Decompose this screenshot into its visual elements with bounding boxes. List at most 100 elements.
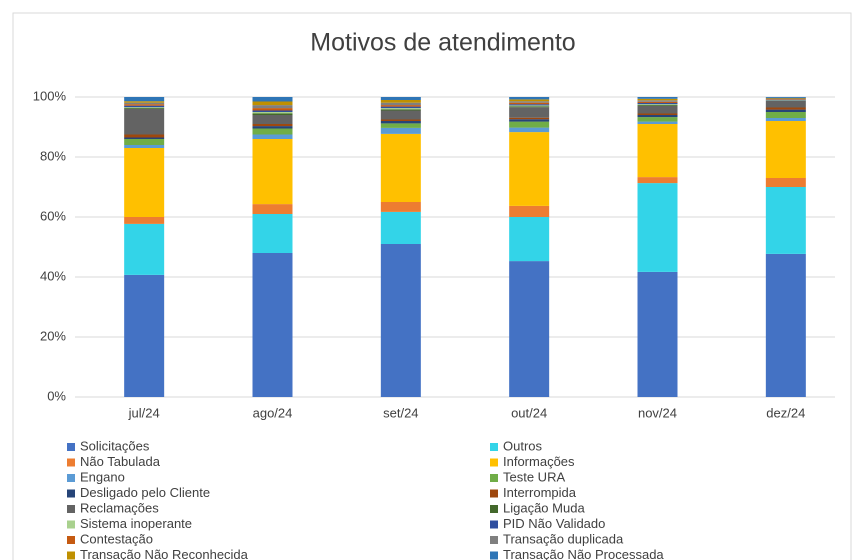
bar-segment bbox=[637, 104, 678, 106]
y-tick-label: 0% bbox=[47, 388, 66, 403]
bar-segment bbox=[124, 139, 165, 145]
bar-segment bbox=[765, 99, 806, 100]
legend-swatch bbox=[490, 474, 498, 482]
legend-swatch bbox=[67, 443, 75, 451]
bar-segment bbox=[252, 214, 293, 253]
bar-segment bbox=[124, 109, 165, 135]
bar-segment bbox=[252, 97, 293, 102]
bar-segment bbox=[765, 187, 806, 254]
bar-segment bbox=[380, 202, 421, 212]
bar-segment bbox=[637, 101, 678, 103]
y-tick-label: 20% bbox=[40, 328, 66, 343]
bar-segment bbox=[765, 121, 806, 178]
legend-swatch bbox=[490, 443, 498, 451]
bar-segment bbox=[124, 134, 165, 138]
bar-segment bbox=[637, 115, 678, 118]
x-tick-label: out/24 bbox=[511, 405, 547, 420]
bar-segment bbox=[637, 103, 678, 105]
x-tick-label: set/24 bbox=[383, 405, 418, 420]
bar-segment bbox=[252, 115, 293, 124]
bar-segment bbox=[637, 105, 678, 106]
bar-segment bbox=[252, 253, 293, 397]
x-tick-label: jul/24 bbox=[128, 405, 160, 420]
legend-swatch bbox=[67, 458, 75, 467]
legend-swatch bbox=[490, 458, 498, 467]
bar-segment bbox=[380, 133, 421, 202]
y-tick-label: 80% bbox=[40, 148, 66, 163]
bar-segment bbox=[252, 126, 293, 129]
bar-segment bbox=[637, 106, 678, 114]
bar-segment bbox=[637, 98, 678, 101]
bar-segment bbox=[765, 99, 806, 101]
bar-segment bbox=[509, 99, 550, 102]
legend-label: Transação Não Reconhecida bbox=[80, 547, 249, 560]
bar-segment bbox=[252, 139, 293, 205]
y-tick-label: 40% bbox=[40, 268, 66, 283]
legend-swatch bbox=[490, 489, 498, 498]
bar-segment bbox=[124, 97, 165, 102]
bar-segment bbox=[124, 105, 165, 108]
legend-swatch bbox=[67, 474, 75, 482]
bar-segment bbox=[509, 104, 550, 106]
bar-segment bbox=[380, 123, 421, 128]
x-tick-label: dez/24 bbox=[766, 405, 805, 420]
bar-segment bbox=[509, 107, 550, 118]
bar-segment bbox=[509, 97, 550, 100]
x-tick-label: ago/24 bbox=[253, 405, 293, 420]
x-tick-label: nov/24 bbox=[638, 405, 677, 420]
legend-swatch bbox=[67, 520, 75, 529]
bar-segment bbox=[637, 177, 678, 184]
bar-segment bbox=[252, 105, 293, 109]
bar-segment bbox=[637, 124, 678, 178]
bar-segment bbox=[509, 106, 550, 108]
bar-segment bbox=[124, 101, 165, 103]
bar-segment bbox=[509, 132, 550, 206]
legend-label: Transação Não Processada bbox=[503, 547, 664, 560]
bar-segment bbox=[380, 127, 421, 134]
bar-segment bbox=[252, 112, 293, 114]
bar-segment bbox=[765, 118, 806, 121]
legend-label: Informações bbox=[503, 454, 575, 469]
bar-segment bbox=[124, 148, 165, 217]
bar-segment bbox=[765, 98, 806, 100]
bar-segment bbox=[509, 101, 550, 103]
bar-segment bbox=[765, 97, 806, 98]
legend-swatch bbox=[490, 536, 498, 544]
bar-segment bbox=[380, 119, 421, 121]
bar-segment bbox=[765, 109, 806, 112]
bar-segment bbox=[124, 223, 165, 275]
bar-segment bbox=[124, 108, 165, 109]
legend-swatch bbox=[67, 551, 75, 560]
bar-segment bbox=[252, 124, 293, 127]
legend-label: Desligado pelo Cliente bbox=[80, 485, 210, 500]
bar-segment bbox=[124, 104, 165, 106]
bar-segment bbox=[637, 117, 678, 122]
y-tick-label: 60% bbox=[40, 208, 66, 223]
bar-segment bbox=[124, 107, 165, 109]
bar-segment bbox=[509, 105, 550, 107]
bar-segment bbox=[124, 145, 165, 148]
bar-segment bbox=[252, 113, 293, 115]
legend-label: Não Tabulada bbox=[80, 454, 161, 469]
legend-label: Contestação bbox=[80, 531, 153, 546]
legend-label: Engano bbox=[80, 469, 125, 484]
bar-segment bbox=[509, 117, 550, 120]
bar-segment bbox=[765, 100, 806, 108]
bar-segment bbox=[637, 97, 678, 99]
bar-segment bbox=[637, 121, 678, 124]
bar-segment bbox=[380, 244, 421, 397]
bar-segment bbox=[252, 204, 293, 214]
chart-title: Motivos de atendimento bbox=[310, 29, 575, 57]
bar-segment bbox=[509, 127, 550, 133]
bar-segment bbox=[380, 105, 421, 107]
bar-segment bbox=[380, 102, 421, 106]
legend-swatch bbox=[490, 551, 498, 560]
y-tick-label: 100% bbox=[33, 88, 67, 103]
bar-segment bbox=[765, 253, 806, 397]
legend-label: Ligação Muda bbox=[503, 500, 585, 515]
legend-label: Interrompida bbox=[503, 485, 577, 500]
bar-segment bbox=[509, 217, 550, 262]
legend-swatch bbox=[490, 505, 498, 513]
legend-swatch bbox=[67, 536, 75, 544]
